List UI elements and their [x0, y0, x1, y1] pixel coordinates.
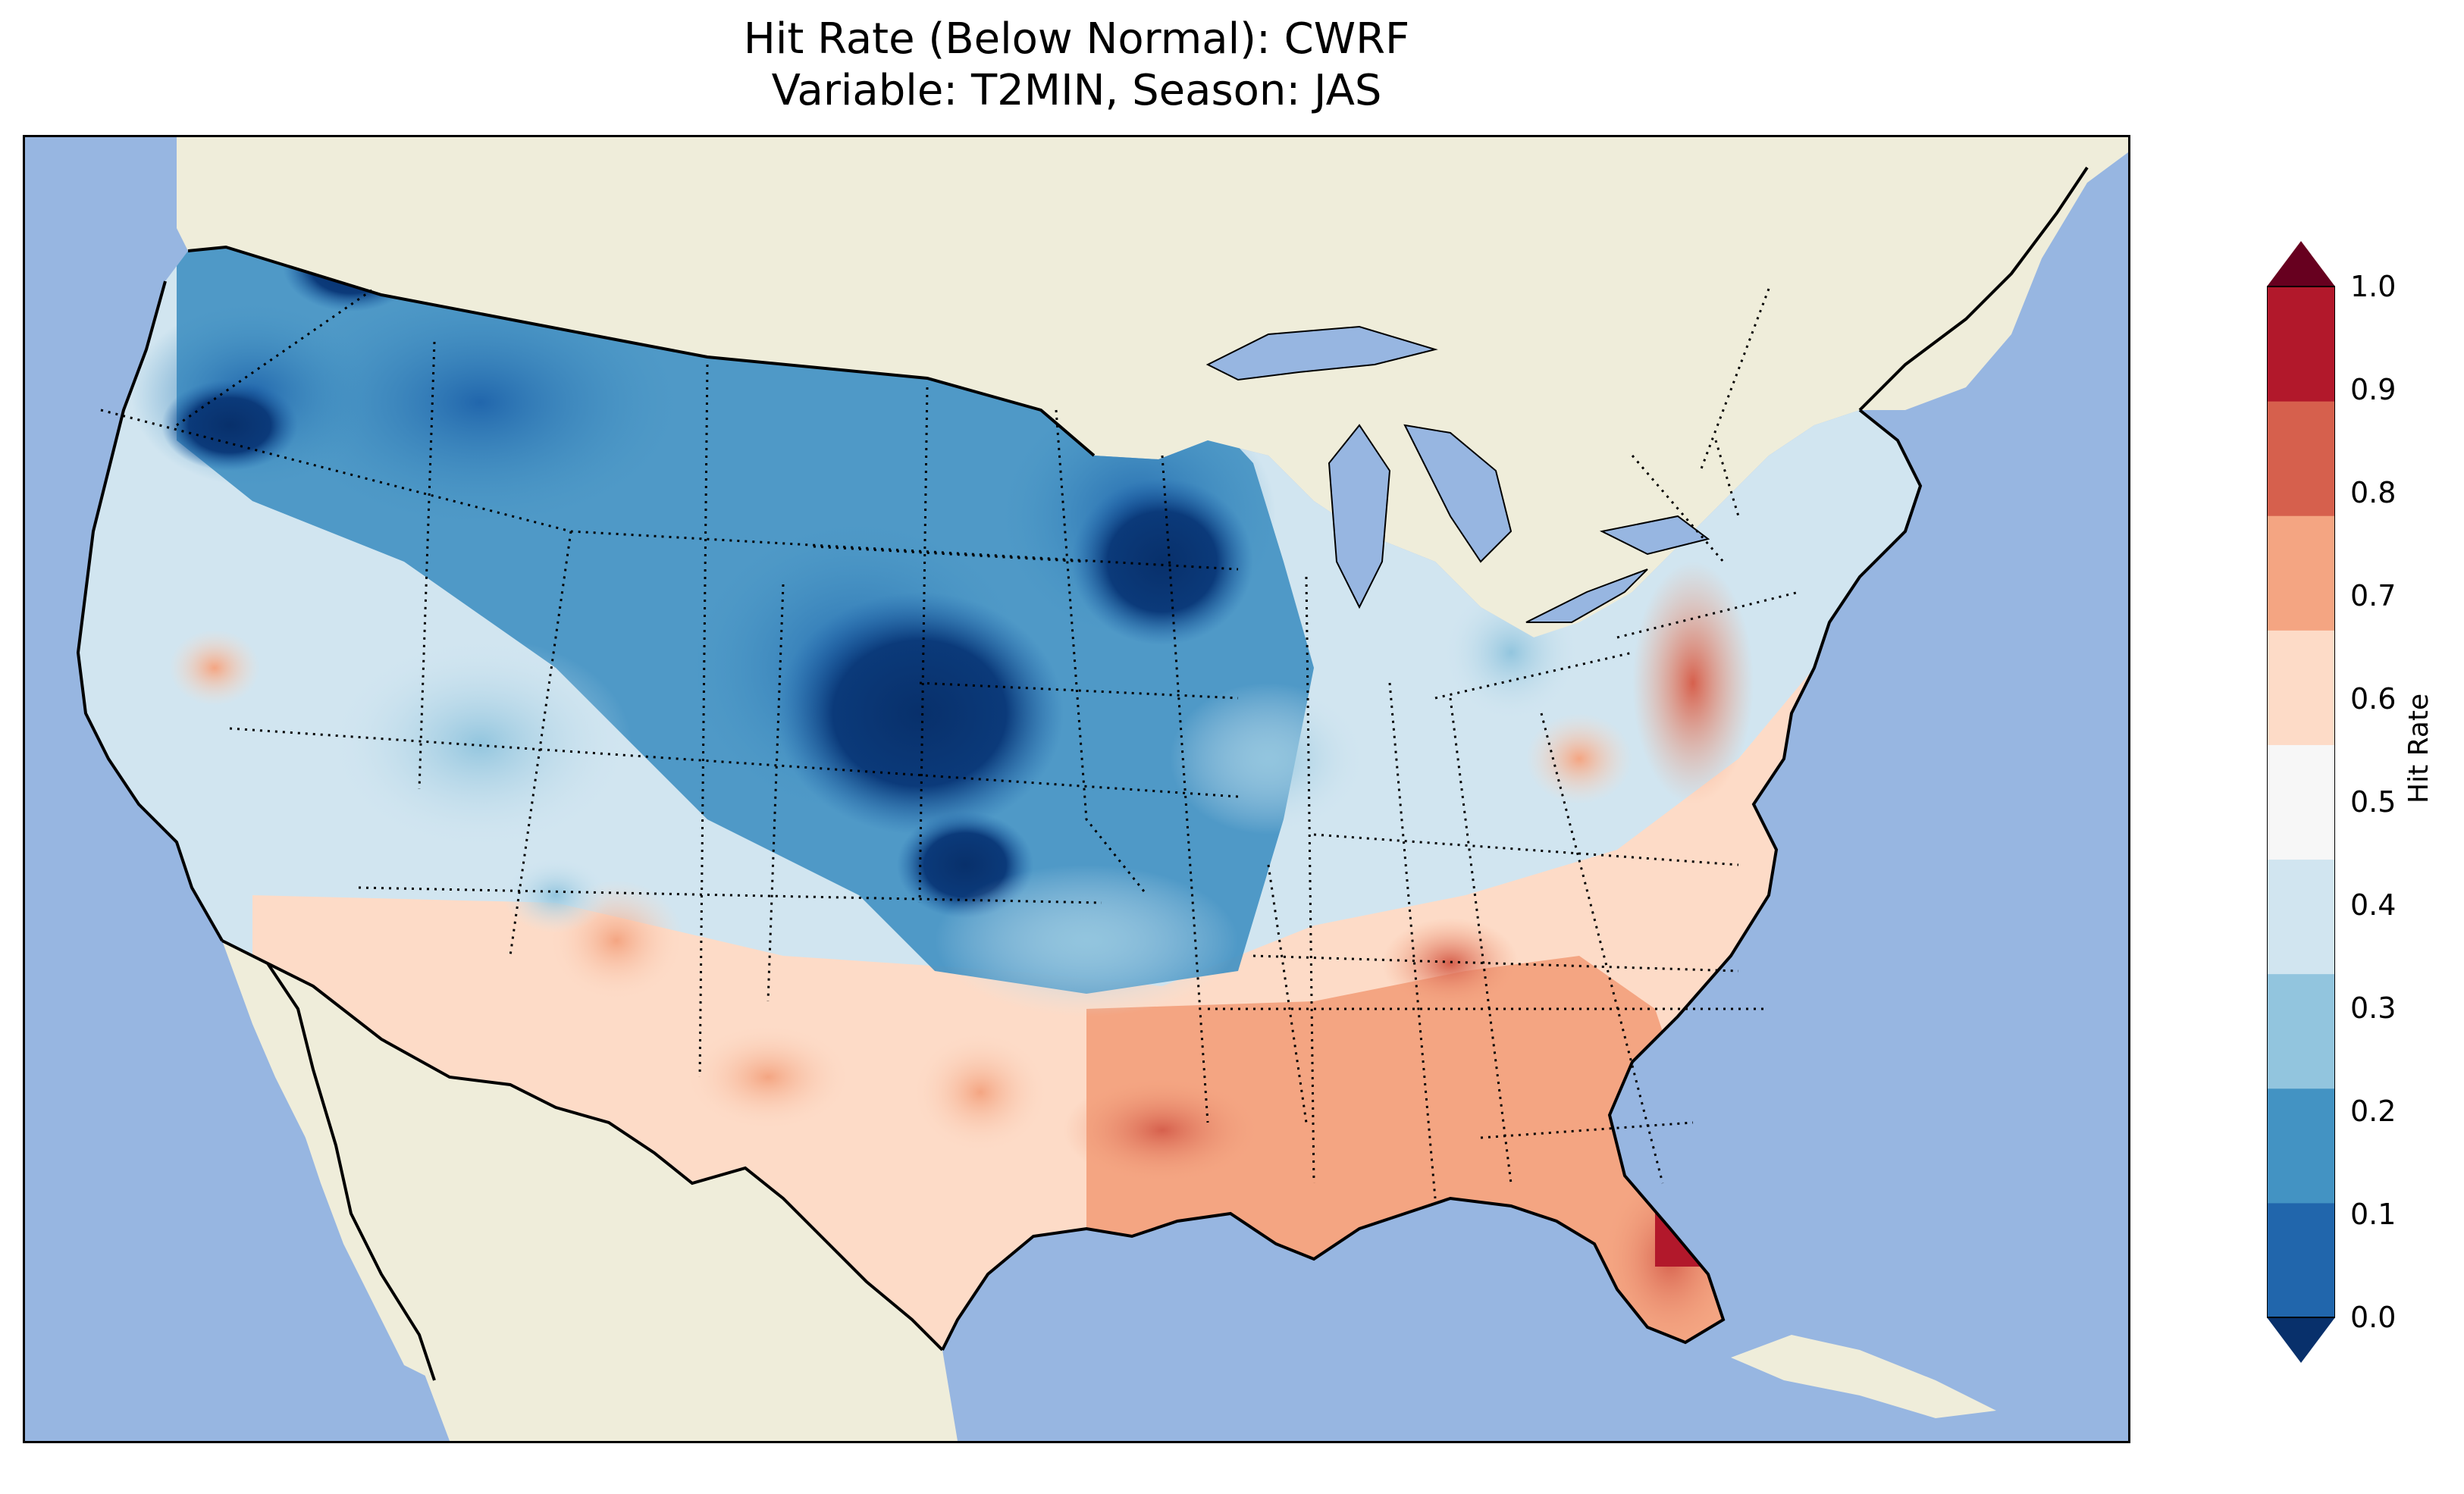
chart-title-line2: Variable: T2MIN, Season: JAS — [771, 66, 1382, 115]
colorbar-tick-label: 0.0 — [2350, 1301, 2397, 1334]
colorbar-tick-label: 0.4 — [2350, 888, 2397, 922]
chart-title-line1: Hit Rate (Below Normal): CWRF — [743, 14, 1410, 64]
colorbar-cell — [2267, 744, 2335, 860]
colorbar-extend-min — [2267, 1317, 2335, 1363]
colorbar-extend-max — [2267, 241, 2335, 287]
colorbar-tick-label: 0.8 — [2350, 476, 2397, 509]
colorbar-cell — [2267, 859, 2335, 975]
colorbar-tick-label: 0.7 — [2350, 579, 2397, 612]
colorbar-tick-label: 0.6 — [2350, 682, 2397, 716]
colorbar-cell — [2267, 401, 2335, 516]
colorbar-tick-label: 0.9 — [2350, 373, 2397, 406]
colorbar-cell — [2267, 287, 2335, 402]
cuba-island — [1731, 1335, 1996, 1418]
state-borders — [100, 287, 1800, 1199]
colorbar-tick-label: 0.2 — [2350, 1095, 2397, 1128]
colorbar-tick-label: 0.5 — [2350, 785, 2397, 819]
colorbar-tick-label: 0.1 — [2350, 1198, 2397, 1231]
colorbar-cell — [2267, 1202, 2335, 1318]
great-lakes — [1205, 325, 1710, 623]
colorbar-cell — [2267, 630, 2335, 745]
canada-landmass — [177, 137, 2128, 637]
coastlines — [76, 166, 2089, 1381]
colorbar-cell — [2267, 973, 2335, 1089]
map-panel — [23, 135, 2130, 1443]
colorbar-tick-label: 0.3 — [2350, 991, 2397, 1025]
colorbar — [2267, 241, 2335, 1363]
colorbar-cell — [2267, 1088, 2335, 1204]
colorbar-label: Hit Rate — [2403, 693, 2434, 803]
colorbar-cell — [2267, 515, 2335, 631]
baja-peninsula — [268, 963, 434, 1380]
colorbar-tick-label: 1.0 — [2350, 270, 2397, 303]
map-canvas — [76, 137, 2128, 1441]
